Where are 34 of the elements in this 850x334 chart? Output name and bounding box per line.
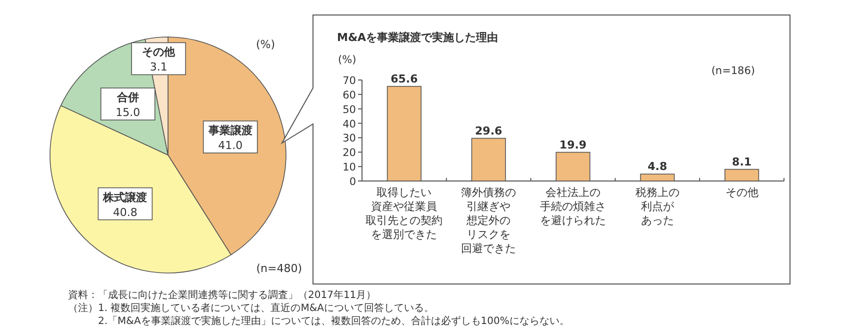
- y-tick-label: 40: [342, 118, 356, 130]
- x-tick-label: 取得したい資産や従業員取引先との契約を選別できた: [366, 186, 443, 241]
- x-tick-label: 簿外債務の引継ぎや想定外のリスクを回避できた: [461, 186, 516, 255]
- text: 資料：「成長に向けた企業間連携等に関する調査」（2017年11月）: [68, 289, 376, 301]
- chart-title: M&Aを事業譲渡で実施した理由: [337, 31, 498, 44]
- y-tick-label: 60: [342, 89, 356, 102]
- y-tick-label: 50: [342, 104, 356, 116]
- slice-label: 株式譲渡: [102, 190, 148, 204]
- text: (n=480): [256, 262, 302, 275]
- slice-label: その他: [142, 46, 176, 59]
- y-axis-title: (%): [338, 54, 356, 66]
- data-label: 41.0: [218, 138, 243, 152]
- x-tick-label: 税務上の利点があった: [635, 186, 680, 227]
- y-tick-label: 10: [342, 162, 356, 174]
- text: 2.「M&Aを事業譲渡で実施した理由」については、複数回答のため、合計は必ずしも100%にならない。: [68, 315, 570, 327]
- data-label: 19.9: [559, 138, 587, 152]
- data-label: 4.8: [648, 160, 668, 174]
- y-tick-label: 0: [349, 176, 356, 188]
- y-tick-label: 20: [342, 147, 356, 160]
- slice-label: 事業譲渡: [207, 124, 252, 137]
- y-tick-label: 70: [342, 75, 356, 87]
- text: (%): [256, 38, 275, 51]
- slice-label: 合併: [116, 90, 139, 104]
- data-label: 40.8: [112, 206, 138, 219]
- x-tick-label: その他: [725, 186, 758, 199]
- text: （注）1. 複数回実施している者については、直近のM&Aについて回答している。: [68, 302, 434, 314]
- data-label: 8.1: [732, 155, 752, 168]
- data-label: 29.6: [475, 124, 503, 138]
- y-tick-label: 30: [342, 132, 356, 145]
- text: (n=186): [711, 65, 755, 77]
- data-label: 15.0: [116, 106, 140, 119]
- data-label: 65.6: [390, 72, 418, 86]
- data-label: 3.1: [150, 60, 168, 74]
- x-tick-label: 会社法上の手続の煩雑さを避けられた: [540, 186, 606, 227]
